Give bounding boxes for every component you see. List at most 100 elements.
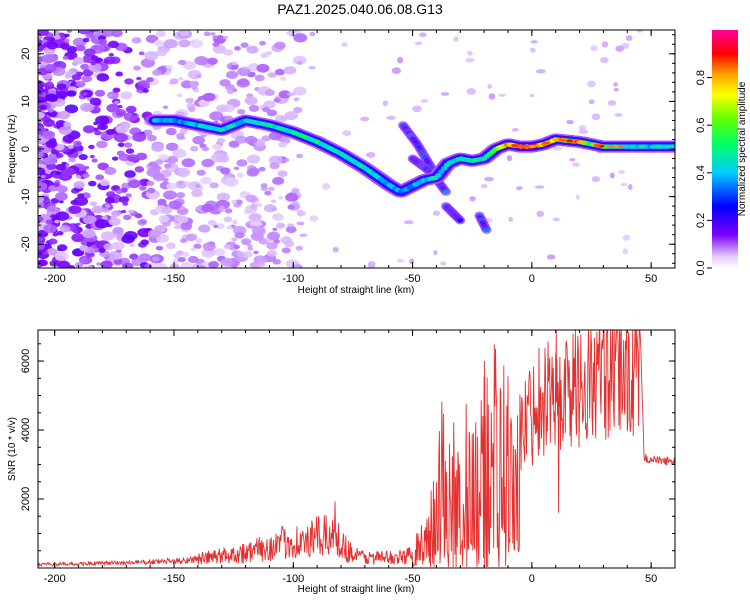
noise-blob xyxy=(216,192,231,202)
y-tick-label: -20 xyxy=(20,236,32,252)
noise-blob xyxy=(38,236,43,242)
noise-blob xyxy=(41,54,56,64)
ridge-peak xyxy=(529,144,537,149)
noise-blob xyxy=(73,181,85,189)
noise-blob xyxy=(601,41,609,48)
noise-blob xyxy=(216,154,230,163)
noise-blob xyxy=(82,125,96,134)
colorbar-gradient xyxy=(712,30,738,268)
noise-blob xyxy=(146,77,154,83)
noise-blob xyxy=(95,115,110,125)
spectrogram-y-axis-label: Frequency (Hz) xyxy=(7,115,18,184)
noise-blob xyxy=(184,181,191,186)
colorbar-label: Normalized spectral amplitude xyxy=(737,81,748,216)
noise-blob xyxy=(207,57,218,65)
noise-blob xyxy=(180,262,193,268)
noise-blob xyxy=(614,113,623,117)
noise-blob xyxy=(38,182,48,191)
noise-blob xyxy=(234,199,243,205)
noise-blob xyxy=(88,144,95,150)
noise-blob xyxy=(38,152,45,158)
noise-blob xyxy=(155,245,164,251)
noise-blob xyxy=(113,132,128,143)
snr-y-axis-label: SNR (10 * v/v) xyxy=(7,417,18,481)
noise-blob xyxy=(591,176,601,183)
noise-blob xyxy=(46,81,54,86)
noise-blob xyxy=(56,230,64,236)
noise-blob xyxy=(342,130,352,137)
noise-blob xyxy=(84,166,90,170)
noise-blob xyxy=(256,261,266,268)
noise-blob xyxy=(283,158,290,162)
noise-blob xyxy=(268,155,283,165)
noise-blob xyxy=(276,222,286,229)
noise-blob xyxy=(102,208,110,213)
noise-blob xyxy=(391,67,401,75)
noise-blob xyxy=(293,97,300,102)
y-tick-label: 0 xyxy=(20,146,32,152)
noise-blob xyxy=(309,215,319,222)
noise-blob xyxy=(212,42,220,47)
noise-blob xyxy=(186,233,198,242)
noise-blob xyxy=(182,61,196,70)
ridge-core xyxy=(440,166,448,171)
noise-blob xyxy=(122,201,129,206)
noise-blob xyxy=(47,108,55,113)
ridge-peak xyxy=(510,143,518,148)
noise-blob xyxy=(55,192,68,201)
noise-blob xyxy=(124,170,136,178)
noise-blob xyxy=(272,213,284,222)
noise-blob xyxy=(163,163,172,169)
noise-blob xyxy=(223,216,233,223)
noise-blob xyxy=(487,83,492,89)
noise-blob xyxy=(469,196,476,202)
noise-blob xyxy=(154,165,162,171)
noise-blob xyxy=(234,135,248,144)
noise-blob xyxy=(198,99,210,107)
noise-blob xyxy=(64,104,79,114)
noise-blob xyxy=(231,61,238,66)
noise-blob xyxy=(42,39,48,43)
noise-blob xyxy=(245,194,258,203)
noise-blob xyxy=(108,250,123,260)
noise-blob xyxy=(453,36,459,42)
noise-blob xyxy=(152,69,162,76)
noise-blob xyxy=(189,39,203,49)
colorbar-tick-label: 0.0 xyxy=(695,260,707,275)
noise-blob xyxy=(190,145,199,152)
noise-blob xyxy=(56,244,68,252)
noise-blob xyxy=(88,63,102,73)
noise-blob xyxy=(98,38,108,45)
noise-blob xyxy=(187,106,196,113)
noise-blob xyxy=(46,41,59,50)
noise-blob xyxy=(201,158,214,168)
noise-blob xyxy=(120,91,133,100)
x-tick-label: 50 xyxy=(645,573,657,585)
noise-blob xyxy=(244,135,258,145)
noise-blob xyxy=(529,93,535,98)
noise-blob xyxy=(72,228,79,233)
noise-blob xyxy=(82,173,90,179)
noise-blob xyxy=(232,219,238,225)
noise-blob xyxy=(272,176,285,185)
noise-blob xyxy=(181,251,190,257)
noise-blob xyxy=(89,154,95,159)
noise-blob xyxy=(118,196,130,203)
noise-blob xyxy=(536,210,545,217)
ridge-peak xyxy=(521,145,529,149)
noise-blob xyxy=(253,250,259,255)
noise-blob xyxy=(63,38,70,43)
noise-blob xyxy=(267,231,281,241)
noise-blob xyxy=(111,156,119,161)
noise-blob xyxy=(180,238,187,244)
noise-blob xyxy=(111,30,123,38)
noise-blob xyxy=(498,93,506,97)
noise-blob xyxy=(58,200,64,204)
noise-blob xyxy=(134,213,143,219)
noise-blob xyxy=(126,154,139,162)
noise-blob xyxy=(178,76,184,81)
noise-blob xyxy=(108,52,115,57)
noise-blob xyxy=(273,239,280,244)
noise-blob xyxy=(83,48,96,57)
noise-blob xyxy=(176,136,186,140)
